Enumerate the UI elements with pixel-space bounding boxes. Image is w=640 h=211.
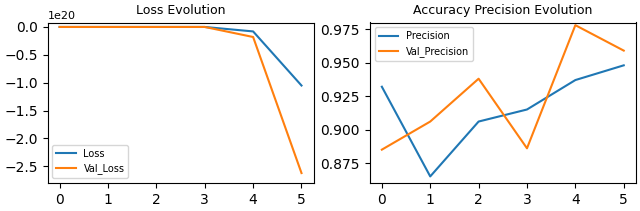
Val_Loss [298,172,305,174]
Line: Val_Loss: Val_Loss [60,27,301,173]
Precision [378,85,386,88]
Legend: Loss, Val_Loss: Loss, Val_Loss [52,145,129,178]
Line: Precision: Precision [382,65,624,176]
Text: 1e20: 1e20 [47,11,76,21]
Val_Precision [475,77,483,80]
Precision [475,120,483,123]
Val_Precision [426,120,434,123]
Title: Loss Evolution: Loss Evolution [136,4,225,17]
Val_Precision [572,24,579,26]
Line: Loss: Loss [60,27,301,85]
Loss [201,26,209,28]
Val_Loss [104,26,112,28]
Val_Loss [56,26,63,28]
Loss [298,84,305,87]
Line: Val_Precision: Val_Precision [382,25,624,150]
Val_Precision [523,147,531,150]
Precision [620,64,628,67]
Val_Loss [201,26,209,28]
Legend: Precision, Val_Precision: Precision, Val_Precision [374,27,473,61]
Loss [152,26,160,28]
Precision [523,108,531,111]
Val_Loss [249,36,257,38]
Val_Precision [620,49,628,52]
Loss [104,26,112,28]
Precision [572,79,579,81]
Loss [56,26,63,28]
Title: Accuracy Precision Evolution: Accuracy Precision Evolution [413,4,593,17]
Loss [249,30,257,33]
Val_Loss [152,26,160,28]
Val_Precision [378,148,386,151]
Precision [426,175,434,178]
